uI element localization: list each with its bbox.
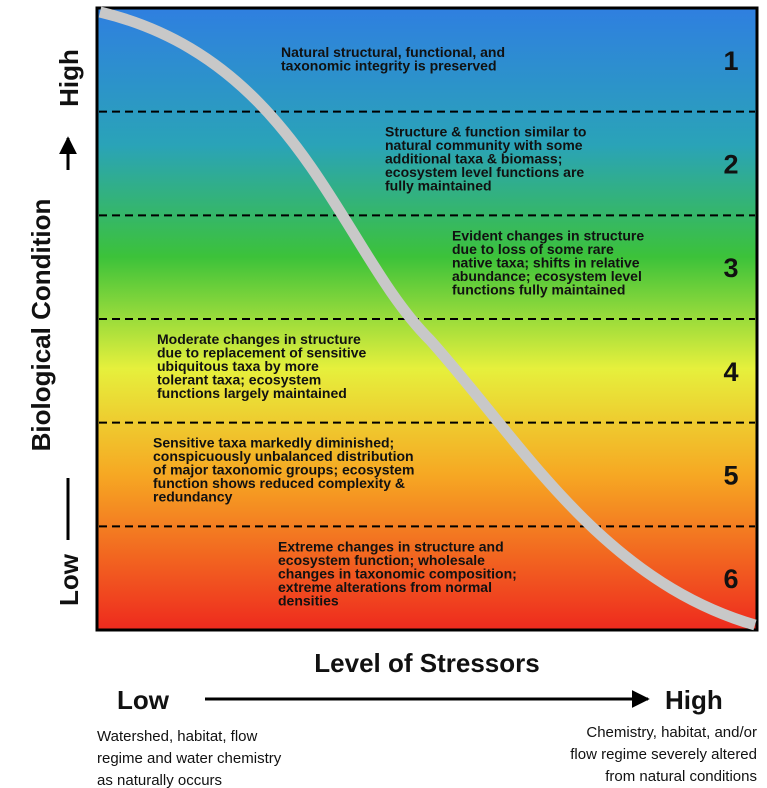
x-high: High bbox=[665, 685, 723, 715]
y-high: High bbox=[54, 49, 84, 107]
tier-text: Moderate changes in structure bbox=[157, 331, 361, 347]
condition-curve bbox=[98, 6, 757, 631]
descriptions: Watershed, habitat, flow regime and water… bbox=[97, 724, 757, 788]
tier-number: 2 bbox=[723, 150, 738, 180]
tier-text: tolerant taxa; ecosystem bbox=[157, 372, 321, 388]
low-description: Watershed, habitat, flow bbox=[97, 728, 258, 745]
tier-text: Natural structural, functional, and bbox=[281, 44, 505, 60]
tier-dividers bbox=[99, 110, 755, 528]
tier-text: function shows reduced complexity & bbox=[153, 475, 405, 491]
tier-text: Structure & function similar to bbox=[385, 124, 586, 140]
tier-text: natural community with some bbox=[385, 137, 583, 153]
tier-text: taxonomic integrity is preserved bbox=[281, 58, 497, 74]
tier-text: extreme alterations from normal bbox=[278, 579, 492, 595]
low-description: regime and water chemistry bbox=[97, 750, 282, 767]
tier-text: fully maintained bbox=[385, 178, 492, 194]
tier-text: of major taxonomic groups; ecosystem bbox=[153, 462, 414, 478]
tier-text: due to loss of some rare bbox=[452, 241, 614, 257]
tier-text: ecosystem level functions are bbox=[385, 164, 584, 180]
tier-text: functions fully maintained bbox=[452, 281, 625, 297]
tier-number: 3 bbox=[723, 253, 738, 283]
tier-number: 1 bbox=[723, 46, 738, 76]
tier-text: ubiquitous taxa by more bbox=[157, 358, 319, 374]
high-description: flow regime severely altered bbox=[570, 746, 757, 763]
tier-text: additional taxa & biomass; bbox=[385, 151, 562, 167]
low-description: as naturally occurs bbox=[97, 772, 222, 788]
tier-text: Sensitive taxa markedly diminished; bbox=[153, 435, 394, 451]
y-low: Low bbox=[54, 553, 84, 606]
high-description: Chemistry, habitat, and/or bbox=[586, 724, 757, 741]
tier-text: conspicuously unbalanced distribution bbox=[153, 448, 414, 464]
tier-text: functions largely maintained bbox=[157, 385, 347, 401]
tier-text: ecosystem function; wholesale bbox=[278, 552, 485, 568]
tier-number: 5 bbox=[723, 461, 738, 491]
y-title: Biological Condition bbox=[26, 199, 56, 452]
tiers: 1 Natural structural, functional, andtaxo… bbox=[153, 44, 739, 608]
tier-text: Extreme changes in structure and bbox=[278, 538, 504, 554]
tier-text: due to replacement of sensitive bbox=[157, 345, 366, 361]
tier-number: 4 bbox=[723, 357, 738, 387]
high-description: from natural conditions bbox=[605, 768, 757, 785]
tier-text: changes in taxonomic composition; bbox=[278, 565, 517, 581]
tier-number: 6 bbox=[723, 564, 738, 594]
tier-text: densities bbox=[278, 592, 339, 608]
x-title: Level of Stressors bbox=[314, 648, 539, 678]
tier-text: redundancy bbox=[153, 489, 233, 505]
tier-text: abundance; ecosystem level bbox=[452, 268, 642, 284]
tier-text: native taxa; shifts in relative bbox=[452, 254, 640, 270]
tier-text: Evident changes in structure bbox=[452, 227, 644, 243]
x-low: Low bbox=[117, 685, 170, 715]
